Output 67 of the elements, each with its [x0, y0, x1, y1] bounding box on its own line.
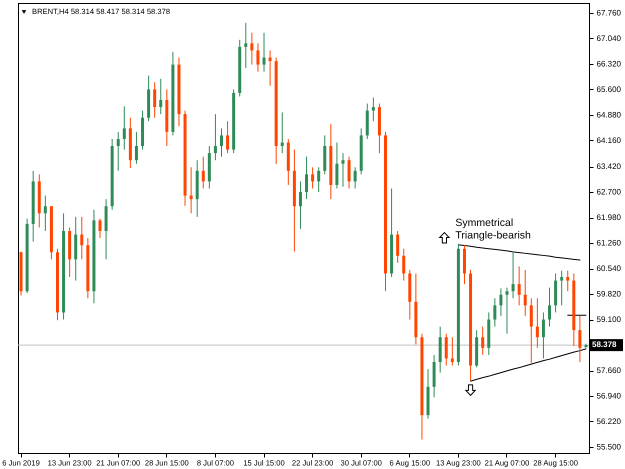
line-series: [458, 244, 580, 261]
candlestick: [450, 336, 454, 366]
candlestick: [153, 82, 156, 118]
candlestick: [524, 269, 527, 316]
candlestick: [298, 180, 302, 230]
candlestick: [256, 42, 260, 72]
y-tick-label: 64.880: [596, 110, 622, 120]
candlestick: [354, 166, 357, 190]
candlestick: [159, 78, 162, 115]
candlestick: [190, 166, 193, 214]
candlestick: [335, 142, 338, 190]
y-tick-label: 60.540: [596, 264, 622, 274]
candlestick: [280, 112, 284, 154]
candlestick: [268, 50, 272, 86]
candlestick: [305, 156, 308, 200]
candlestick: [566, 270, 570, 292]
candlestick: [444, 333, 448, 366]
candlestick: [220, 128, 223, 158]
candlestick: [244, 22, 248, 69]
candlestick: [214, 114, 217, 161]
y-tick-label: 59.820: [596, 290, 622, 299]
candlestick: [560, 270, 564, 306]
candlestick: [348, 156, 351, 190]
annotation: Symmetrical Triangle-bearish: [455, 216, 532, 242]
candlestick: [396, 230, 400, 264]
y-tick-label: 57.660: [596, 366, 622, 376]
candlestick: [518, 266, 521, 306]
y-tick-label: 67.040: [596, 34, 622, 43]
y-tick-label: 64.160: [596, 136, 622, 145]
y-tick-label: 63.420: [596, 162, 622, 172]
y-tick-label: 65.600: [596, 84, 622, 94]
candlestick: [44, 195, 47, 232]
line-series: [470, 348, 586, 382]
candlestick: [530, 298, 533, 364]
candlestick: [578, 315, 582, 363]
candlestick: [341, 152, 344, 188]
candlestick: [311, 166, 314, 190]
candlestick: [226, 120, 230, 154]
y-tick-label: 55.500: [596, 442, 622, 452]
candlestick: [262, 32, 266, 72]
candlestick: [548, 287, 552, 328]
ref-line-label: 58.378: [592, 340, 618, 350]
candlestick: [250, 32, 254, 66]
candlestick: [499, 288, 502, 316]
candlestick: [372, 97, 375, 122]
y-tick-label: 67.760: [596, 8, 622, 18]
candlestick: [116, 131, 120, 172]
candlestick: [542, 312, 545, 359]
y-tick-label: 62.700: [596, 188, 622, 197]
candlestick: [402, 248, 406, 282]
y-tick-label: 61.260: [596, 238, 622, 248]
y-tick-label: 61.980: [596, 213, 622, 222]
candlestick: [536, 298, 539, 348]
candlestick: [98, 218, 102, 239]
y-tick-label: 66.320: [596, 59, 622, 68]
y-tick-label: 56.940: [596, 392, 622, 400]
candlestick: [80, 216, 84, 260]
candlestick: [122, 106, 126, 150]
candlestick: [512, 251, 515, 299]
candlestick: [202, 156, 205, 190]
candlestick: [317, 166, 320, 193]
candlestick: [493, 298, 496, 328]
candlestick: [134, 131, 138, 164]
y-tick-label: 59.100: [596, 315, 622, 324]
candlestick: [505, 287, 508, 334]
y-tick-label: 56.220: [596, 416, 622, 426]
candlestick: [481, 326, 484, 356]
